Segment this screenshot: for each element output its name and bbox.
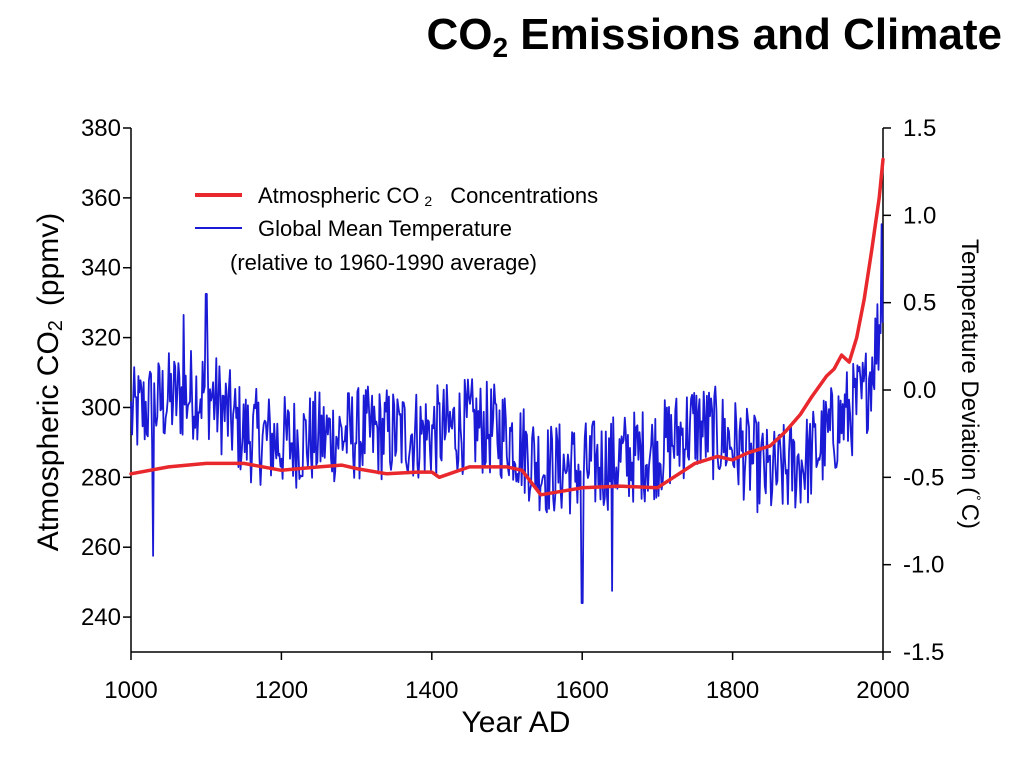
left-tick-label: 300 [81,394,121,421]
right-axis-ticks: -1.5 -1.0 -0.5 0.0 0.5 1.0 1.5 [883,115,944,666]
x-tick-label: 1000 [104,677,157,704]
left-tick-label: 280 [81,464,121,491]
left-tick-label: 380 [81,115,121,142]
slide-title: CO2 Emissions and Climate [426,10,1002,63]
x-tick-label: 2000 [856,677,909,704]
x-axis-ticks: 1000 1200 1400 1600 1800 2000 [104,652,910,704]
left-axis-ticks: 240 260 280 300 320 340 360 380 [81,115,131,631]
temperature-series-line [130,223,884,604]
x-tick-label: 1800 [706,677,759,704]
series-layer [129,157,885,604]
legend-temp-label: Global Mean Temperature [258,216,512,241]
right-tick-label: -1.0 [903,552,944,579]
left-axis-label: Atmospheric CO2(ppmv) [32,213,67,552]
right-tick-label: -1.5 [903,639,944,666]
right-tick-label: 0.0 [903,377,936,404]
x-tick-label: 1200 [255,677,308,704]
right-tick-label: -0.5 [903,464,944,491]
left-tick-label: 320 [81,325,121,352]
left-tick-label: 340 [81,255,121,282]
legend-co2-label: Atmospheric CO 2 Concentrations [258,183,598,209]
x-tick-label: 1600 [556,677,609,704]
co2-series-line [129,157,885,497]
left-tick-label: 260 [81,534,121,561]
x-axis-label: Year AD [462,706,571,739]
legend-temp-note: (relative to 1960-1990 average) [230,250,537,275]
x-tick-label: 1400 [405,677,458,704]
left-tick-label: 240 [81,604,121,631]
left-tick-label: 360 [81,185,121,212]
right-tick-label: 1.0 [903,202,936,229]
right-axis-label: Temperature Deviation (°C) [956,239,984,529]
right-tick-label: 0.5 [903,290,936,317]
legend: Atmospheric CO 2 Concentrations Global Mea… [195,183,598,275]
right-tick-label: 1.5 [903,115,936,142]
